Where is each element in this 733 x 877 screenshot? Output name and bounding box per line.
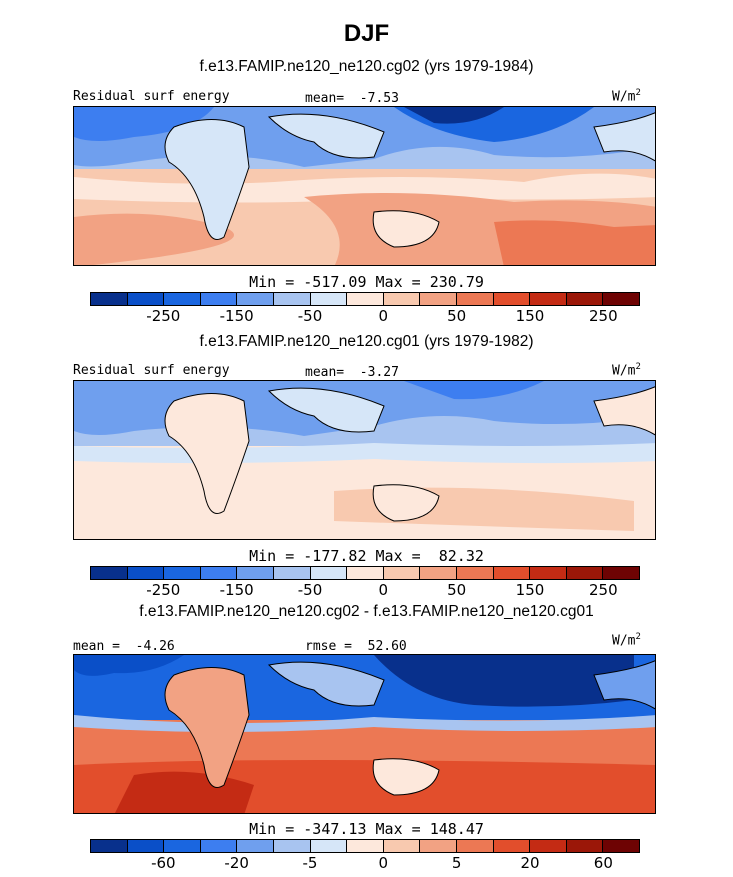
colorbar-tick-label: 20: [520, 854, 540, 872]
colorbar-swatch: [310, 567, 348, 579]
colorbar-swatch: [530, 567, 567, 579]
panel-1-stats: Min = -517.09 Max = 230.79: [249, 273, 484, 291]
panel-3-rmse-label: rmse = 52.60: [305, 639, 407, 654]
colorbar-swatch: [456, 567, 494, 579]
colorbar-swatch: [603, 567, 639, 579]
colorbar-tick-label: -150: [219, 307, 254, 325]
panel-2-units: W/m2: [612, 362, 641, 379]
panel-1-colorbar: [90, 292, 640, 306]
colorbar-swatch: [91, 293, 128, 305]
colorbar-swatch: [456, 840, 494, 852]
colorbar-swatch: [383, 293, 421, 305]
colorbar-swatch: [164, 840, 201, 852]
colorbar-tick-label: 0: [378, 307, 389, 325]
colorbar-swatch: [420, 840, 457, 852]
colorbar-swatch: [493, 567, 531, 579]
colorbar-swatch: [273, 293, 311, 305]
colorbar-swatch: [237, 567, 274, 579]
colorbar-swatch: [164, 293, 201, 305]
colorbar-swatch: [310, 840, 348, 852]
colorbar-swatch: [91, 567, 128, 579]
colorbar-swatch: [127, 567, 165, 579]
panel-3-ticks: -60 -20 -5 0 5 20 60: [0, 854, 733, 874]
panel-2-stats: Min = -177.82 Max = 82.32: [249, 547, 484, 565]
panel-3-colorbar: [90, 839, 640, 853]
colorbar-swatch: [566, 567, 604, 579]
colorbar-swatch: [530, 840, 567, 852]
colorbar-swatch: [456, 293, 494, 305]
colorbar-tick-label: 5: [451, 854, 462, 872]
panel-1-ticks: -250 -150 -50 0 50 150 250: [0, 307, 733, 327]
colorbar-swatch: [91, 840, 128, 852]
panel-2-mean-label: mean= -3.27: [305, 365, 399, 380]
colorbar-swatch: [347, 293, 384, 305]
panel-3-units: W/m2: [612, 632, 641, 649]
colorbar-swatch: [566, 293, 604, 305]
panel-3-subtitle: f.e13.FAMIP.ne120_ne120.cg02 - f.e13.FAM…: [139, 603, 594, 620]
colorbar-swatch: [493, 840, 531, 852]
panel-3-stats: Min = -347.13 Max = 148.47: [249, 820, 484, 838]
panel-2-left-label: Residual surf energy: [73, 363, 230, 378]
colorbar-swatch: [603, 840, 639, 852]
colorbar-tick-label: 250: [589, 581, 618, 599]
colorbar-swatch: [273, 567, 311, 579]
colorbar-swatch: [237, 293, 274, 305]
colorbar-tick-label: 150: [515, 307, 545, 325]
colorbar-swatch: [347, 567, 384, 579]
panel-2-subtitle: f.e13.FAMIP.ne120_ne120.cg01 (yrs 1979-1…: [199, 333, 534, 350]
colorbar-tick-label: -250: [146, 581, 181, 599]
panel-3-map: [73, 654, 656, 814]
panel-3-mean-label: mean = -4.26: [73, 639, 175, 654]
panel-1-map: [73, 106, 656, 266]
colorbar-swatch: [420, 293, 457, 305]
colorbar-swatch: [383, 840, 421, 852]
colorbar-tick-label: -20: [224, 854, 249, 872]
colorbar-swatch: [164, 567, 201, 579]
colorbar-tick-label: 0: [378, 581, 389, 599]
colorbar-tick-label: 60: [593, 854, 613, 872]
colorbar-swatch: [530, 293, 567, 305]
panel-2-ticks: -250 -150 -50 0 50 150 250: [0, 581, 733, 601]
colorbar-tick-label: 50: [447, 307, 467, 325]
colorbar-tick-label: -50: [297, 581, 323, 599]
colorbar-tick-label: 50: [447, 581, 467, 599]
colorbar-swatch: [493, 293, 531, 305]
colorbar-swatch: [200, 293, 238, 305]
colorbar-swatch: [603, 293, 639, 305]
colorbar-tick-label: 250: [589, 307, 618, 325]
colorbar-swatch: [127, 840, 165, 852]
colorbar-tick-label: -150: [219, 581, 254, 599]
panel-2-colorbar: [90, 566, 640, 580]
colorbar-tick-label: 150: [515, 581, 545, 599]
colorbar-swatch: [383, 567, 421, 579]
colorbar-swatch: [200, 567, 238, 579]
colorbar-swatch: [420, 567, 457, 579]
colorbar-swatch: [273, 840, 311, 852]
colorbar-tick-label: -60: [151, 854, 176, 872]
panel-1-left-label: Residual surf energy: [73, 89, 230, 104]
colorbar-swatch: [347, 840, 384, 852]
panel-1-subtitle: f.e13.FAMIP.ne120_ne120.cg02 (yrs 1979-1…: [199, 58, 534, 75]
panel-2-map: [73, 380, 656, 540]
colorbar-swatch: [566, 840, 604, 852]
colorbar-tick-label: -5: [302, 854, 318, 872]
panel-1-mean-label: mean= -7.53: [305, 91, 399, 106]
panel-1-units: W/m2: [612, 88, 641, 105]
colorbar-swatch: [200, 840, 238, 852]
colorbar-tick-label: -250: [146, 307, 181, 325]
colorbar-swatch: [237, 840, 274, 852]
colorbar-tick-label: 0: [378, 854, 389, 872]
colorbar-swatch: [310, 293, 348, 305]
plot-title: DJF: [343, 20, 390, 47]
colorbar-swatch: [127, 293, 165, 305]
colorbar-tick-label: -50: [297, 307, 323, 325]
